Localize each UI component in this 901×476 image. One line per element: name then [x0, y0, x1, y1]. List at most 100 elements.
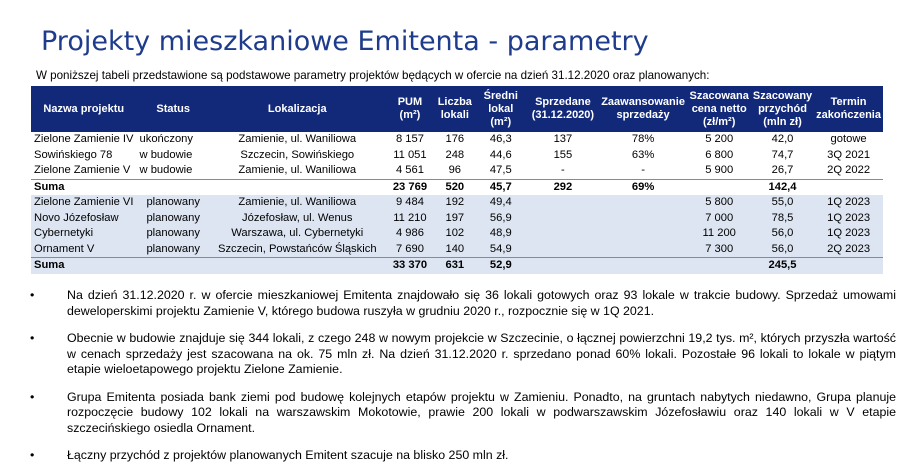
cell-completion: 2Q 2023 [814, 241, 883, 258]
cell-revenue: 56,0 [750, 226, 815, 242]
cell-units: 248 [435, 147, 475, 163]
cell-units: 102 [435, 226, 475, 242]
cell-sales-progress [598, 210, 688, 226]
table-header-row: Nazwa projektu Status Lokalizacja PUM (m… [31, 86, 883, 132]
cell-location: Warszawa, ul. Cybernetyki [209, 226, 385, 242]
note-item: • Na dzień 31.12.2020 r. w ofercie mieszk… [30, 288, 896, 319]
bullet-icon: • [30, 448, 35, 462]
cell-location: Zamienie, ul. Waniliowa [209, 163, 385, 179]
cell-pum: 11 210 [384, 210, 436, 226]
col-header-sold: Sprzedane (31.12.2020) [527, 86, 599, 132]
cell-empty [209, 257, 385, 274]
cell-revenue: 56,0 [750, 241, 815, 258]
cell-sum-label: Suma [31, 178, 137, 195]
table-row: Zielone Zamienie IV ukończony Zamienie, … [31, 132, 883, 148]
col-header-location: Lokalizacja [209, 86, 385, 132]
cell-revenue: 42,0 [750, 132, 815, 148]
col-header-units: Liczba lokali [435, 86, 475, 132]
cell-avg-unit: 44,6 [474, 147, 528, 163]
cell-location: Józefosław, ul. Wenus [209, 210, 385, 226]
cell-pum-total: 33 370 [384, 257, 436, 274]
cell-sales-progress [598, 195, 688, 211]
cell-completion: gotowe [814, 132, 883, 148]
cell-completion: 2Q 2022 [814, 163, 883, 179]
cell-empty [687, 178, 751, 195]
cell-sales-progress: 78% [598, 132, 688, 148]
cell-sold: 155 [527, 147, 599, 163]
note-text: Łączny przychód z projektów planowanych … [67, 448, 509, 462]
col-header-name: Nazwa projektu [31, 86, 137, 132]
cell-sales-progress [598, 226, 688, 242]
notes-list: • Na dzień 31.12.2020 r. w ofercie mieszk… [30, 288, 896, 476]
cell-pum: 8 157 [384, 132, 436, 148]
cell-status: w budowie [136, 147, 210, 163]
cell-net-price: 5 800 [687, 195, 751, 211]
cell-net-price: 6 800 [687, 147, 751, 163]
cell-units-total: 520 [435, 178, 475, 195]
cell-avg-unit: 47,5 [474, 163, 528, 179]
col-header-status: Status [136, 86, 210, 132]
cell-revenue: 78,5 [750, 210, 815, 226]
cell-revenue: 74,7 [750, 147, 815, 163]
cell-avg-unit: 46,3 [474, 132, 528, 148]
table-row: Cybernetyki planowany Warszawa, ul. Cybe… [31, 226, 883, 242]
table-sum-row: Suma 23 769 520 45,7 292 69% 142,4 [31, 178, 883, 195]
cell-pum: 11 051 [384, 147, 436, 163]
cell-sold [527, 226, 599, 242]
cell-name: Zielone Zamienie V [31, 163, 137, 179]
note-text: Grupa Emitenta posiada bank ziemi pod bu… [67, 389, 896, 435]
cell-sold [527, 210, 599, 226]
cell-avg-unit: 49,4 [474, 195, 528, 211]
cell-completion: 1Q 2023 [814, 226, 883, 242]
cell-pum-total: 23 769 [384, 178, 436, 195]
col-header-revenue: Szacowany przychód (mln zł) [750, 86, 815, 132]
col-header-avg-unit: Średni lokal (m²) [474, 86, 528, 132]
cell-revenue: 26,7 [750, 163, 815, 179]
cell-sold-total: 292 [527, 178, 599, 195]
cell-sold [527, 241, 599, 258]
cell-sold: 137 [527, 132, 599, 148]
cell-pum: 7 690 [384, 241, 436, 258]
cell-location: Szczecin, Powstańców Śląskich [209, 241, 385, 258]
cell-units: 96 [435, 163, 475, 179]
cell-revenue-total: 245,5 [750, 257, 815, 274]
bullet-icon: • [30, 389, 35, 404]
projects-table: Nazwa projektu Status Lokalizacja PUM (m… [31, 86, 883, 274]
cell-revenue: 55,0 [750, 195, 815, 211]
cell-sold [527, 195, 599, 211]
cell-name: Ornament V [31, 241, 137, 258]
cell-net-price: 11 200 [687, 226, 751, 242]
note-text: Na dzień 31.12.2020 r. w ofercie mieszka… [67, 288, 896, 318]
cell-completion: 1Q 2023 [814, 210, 883, 226]
note-item: • Grupa Emitenta posiada bank ziemi pod b… [30, 390, 896, 437]
cell-empty [136, 257, 210, 274]
cell-empty [527, 257, 599, 274]
cell-avg-unit: 54,9 [474, 241, 528, 258]
cell-completion: 1Q 2023 [814, 195, 883, 211]
cell-empty [598, 257, 688, 274]
table-row: Zielone Zamienie V w budowie Zamienie, u… [31, 163, 883, 179]
cell-status: planowany [136, 241, 210, 258]
cell-units: 140 [435, 241, 475, 258]
cell-status: w budowie [136, 163, 210, 179]
cell-avg-unit-total: 45,7 [474, 178, 528, 195]
cell-empty [209, 178, 385, 195]
cell-location: Zamienie, ul. Waniliowa [209, 195, 385, 211]
cell-empty [136, 178, 210, 195]
cell-net-price: 7 000 [687, 210, 751, 226]
note-item: • Łączny przychód z projektów planowanych… [30, 448, 896, 464]
cell-status: planowany [136, 210, 210, 226]
cell-completion: 3Q 2021 [814, 147, 883, 163]
col-header-completion: Termin zakończenia [814, 86, 883, 132]
cell-net-price: 5 200 [687, 132, 751, 148]
cell-units: 176 [435, 132, 475, 148]
cell-sales-progress: - [598, 163, 688, 179]
cell-name: Zielone Zamienie IV [31, 132, 137, 148]
cell-avg-unit-total: 52,9 [474, 257, 528, 274]
cell-name: Novo Józefosław [31, 210, 137, 226]
cell-location: Zamienie, ul. Waniliowa [209, 132, 385, 148]
cell-name: Zielone Zamienie VI [31, 195, 137, 211]
cell-pum: 4 561 [384, 163, 436, 179]
cell-units: 192 [435, 195, 475, 211]
note-item: • Obecnie w budowie znajduje się 344 loka… [30, 331, 896, 378]
